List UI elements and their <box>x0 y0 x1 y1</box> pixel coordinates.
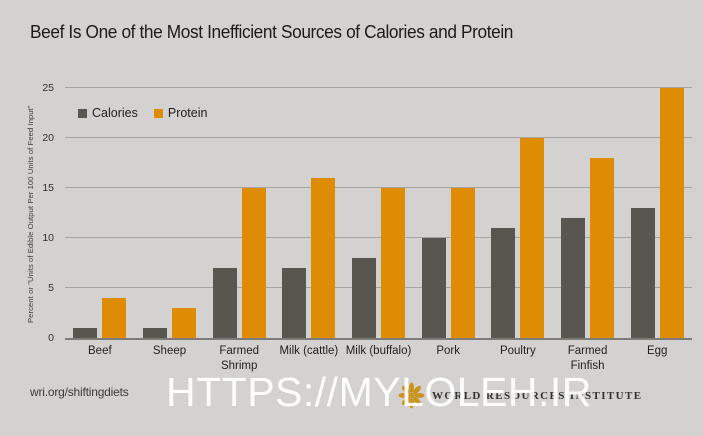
x-label-beef: Beef <box>88 345 112 357</box>
bar-group-poultry <box>483 88 553 338</box>
bar-calories-egg <box>630 208 655 338</box>
source-link: wri.org/shiftingdiets <box>30 385 129 399</box>
bar-protein-egg <box>659 88 684 338</box>
bar-calories-farmed-shrimp <box>212 268 237 338</box>
y-tick-label-20: 20 <box>42 132 54 144</box>
legend-label-protein: Protein <box>167 106 208 120</box>
x-label-cell-sheep: Sheep <box>135 344 205 374</box>
x-label-egg: Egg <box>646 345 668 357</box>
bar-calories-poultry <box>491 228 516 338</box>
gridline-25 <box>65 87 692 88</box>
bar-protein-sheep <box>172 308 196 338</box>
bar-group-farmed-shrimp <box>204 88 274 338</box>
bar-group-pork <box>413 88 483 338</box>
x-label-cell-beef: Beef <box>65 344 135 374</box>
plot-area: Calories Protein <box>65 87 692 340</box>
y-tick-label-0: 0 <box>48 332 54 344</box>
bar-calories-beef <box>73 328 98 338</box>
bar-group-egg <box>622 88 692 338</box>
x-label-cell-farmed-shrimp: Farmed Shrimp <box>204 344 274 374</box>
x-label-poultry: Poultry <box>499 345 536 357</box>
x-label-sheep: Sheep <box>152 345 187 357</box>
gridline-20 <box>65 137 692 138</box>
wri-flower-icon <box>398 382 425 409</box>
bar-calories-milk-buffalo <box>352 258 377 338</box>
x-label-farmed-shrimp: Farmed Shrimp <box>219 345 259 372</box>
gridline-10 <box>65 237 692 238</box>
bar-group-beef <box>65 88 135 338</box>
y-tick-label-15: 15 <box>42 182 54 194</box>
x-label-cell-farmed-finfish: Farmed Finfish <box>553 344 623 374</box>
protein-swatch-icon <box>153 108 163 118</box>
legend-item-calories: Calories <box>78 106 138 120</box>
chart-title: Beef Is One of the Most Inefficient Sour… <box>30 22 514 42</box>
x-axis-labels: Beef Sheep Farmed Shrimp Milk (cattle) Milk … <box>65 344 692 374</box>
bar-group-farmed-finfish <box>553 88 623 338</box>
y-tick-label-25: 25 <box>42 82 54 94</box>
x-label-pork: Pork <box>436 345 461 357</box>
bar-protein-milk-buffalo <box>381 188 406 338</box>
bar-protein-farmed-shrimp <box>241 188 266 338</box>
gridline-15 <box>65 187 692 188</box>
x-label-cell-egg: Egg <box>622 344 692 374</box>
bar-group-sheep <box>135 88 205 338</box>
y-tick-label-10: 10 <box>42 232 54 244</box>
bar-protein-farmed-finfish <box>590 158 615 338</box>
bar-calories-sheep <box>143 328 167 338</box>
gridline-5 <box>65 287 692 288</box>
x-label-farmed-finfish: Farmed Finfish <box>567 345 608 372</box>
y-axis-ticks: 0 5 10 15 20 25 <box>28 82 58 344</box>
bar-calories-pork <box>421 238 446 338</box>
bar-protein-poultry <box>520 138 545 338</box>
legend-item-protein: Protein <box>153 106 208 120</box>
wri-logo: WORLD RESOURCES INSTITUTE <box>398 382 642 409</box>
legend-label-calories: Calories <box>92 106 138 120</box>
chart-legend: Calories Protein <box>78 106 207 120</box>
x-label-cell-milk-cattle: Milk (cattle) <box>274 344 344 374</box>
x-label-milk-cattle: Milk (cattle) <box>279 345 339 357</box>
watermark-text: HTTPS://MYLOLEH.IR <box>166 369 592 415</box>
x-label-cell-pork: Pork <box>413 344 483 374</box>
x-label-cell-poultry: Poultry <box>483 344 553 374</box>
bar-protein-pork <box>450 188 475 338</box>
bar-series-container <box>65 88 692 338</box>
bar-group-milk-buffalo <box>344 88 414 338</box>
bar-protein-beef <box>102 298 127 338</box>
y-tick-label-5: 5 <box>48 282 54 294</box>
bar-group-milk-cattle <box>274 88 344 338</box>
bar-protein-milk-cattle <box>311 178 336 338</box>
wri-org-name: WORLD RESOURCES INSTITUTE <box>432 389 643 402</box>
bar-calories-milk-cattle <box>282 268 307 338</box>
calories-swatch-icon <box>78 108 87 118</box>
x-label-milk-buffalo: Milk (buffalo) <box>345 345 412 357</box>
x-label-cell-milk-buffalo: Milk (buffalo) <box>344 344 414 374</box>
bar-calories-farmed-finfish <box>561 218 586 338</box>
